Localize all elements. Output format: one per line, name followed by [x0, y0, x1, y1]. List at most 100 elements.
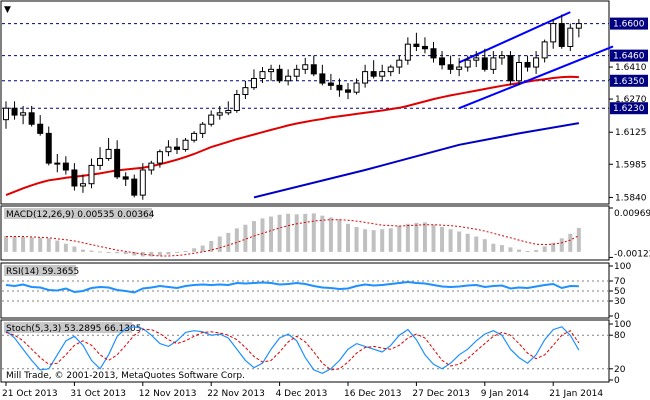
- macd-bar: [465, 233, 470, 252]
- rsi-tick-label: 0: [614, 312, 620, 322]
- candle-body: [464, 59, 471, 68]
- candle-body: [319, 73, 326, 84]
- macd-bar: [422, 222, 427, 252]
- macd-bar: [192, 248, 197, 252]
- watermark: Mill Trade, © 2001-2013, MetaQuotes Soft…: [6, 371, 245, 381]
- candle-body: [490, 57, 497, 70]
- rsi-tick-label: 30: [614, 297, 626, 307]
- candle-body: [71, 169, 78, 187]
- symbol-arrow-icon: ▼: [4, 5, 11, 15]
- candle-body: [208, 114, 215, 125]
- macd-bar: [397, 225, 402, 252]
- date-tick-label: 4 Dec 2013: [276, 389, 328, 399]
- candle-body: [148, 162, 155, 171]
- candle-body: [456, 66, 463, 70]
- stoch-panel[interactable]: Stoch(5,3,3) 53.2895 66.1305 Mill Trade,…: [0, 319, 610, 383]
- stoch-tick-label: 0: [614, 376, 620, 386]
- candle-body: [131, 178, 138, 196]
- candle-body: [370, 71, 377, 77]
- macd-bar: [106, 251, 111, 253]
- macd-axis: 0.00969 -0.00122: [609, 207, 650, 259]
- candle-body: [250, 77, 257, 89]
- candle-body: [191, 132, 198, 141]
- macd-bar: [568, 233, 573, 252]
- candle-body: [362, 71, 369, 84]
- price-level-label-bg: [610, 49, 648, 62]
- candle-body: [421, 45, 428, 50]
- macd-bar: [320, 215, 325, 252]
- candle-body: [524, 61, 531, 68]
- macd-bar: [140, 251, 145, 257]
- price-axis: 1.63551.64101.62701.61251.59851.58401.66…: [609, 17, 648, 203]
- macd-bar: [29, 237, 34, 252]
- candle-body: [481, 57, 488, 70]
- macd-panel[interactable]: MACD(12,26,9) 0.00535 0.00364: [0, 205, 610, 261]
- macd-bar: [269, 216, 274, 252]
- candle-body: [79, 183, 86, 187]
- price-level-label-bg: [610, 74, 648, 87]
- macd-bar: [243, 224, 248, 252]
- rsi-title-bg: [4, 265, 76, 276]
- candle-body: [28, 112, 35, 125]
- macd-bar: [38, 237, 43, 252]
- candle-body: [498, 55, 505, 59]
- macd-bar: [354, 226, 359, 252]
- macd-bar: [337, 219, 342, 252]
- stoch-signal-path: [5, 329, 580, 371]
- macd-bar: [517, 249, 521, 252]
- price-tick-label: 1.6410: [615, 63, 647, 73]
- candle-body: [225, 110, 232, 114]
- candle-body: [507, 55, 514, 82]
- ma-fast-line: [5, 75, 579, 197]
- channel-upper-line: [458, 11, 571, 64]
- price-tick-label: 1.5840: [615, 193, 647, 203]
- price-panel-frame: [0, 0, 610, 205]
- date-tick-label: 9 Jan 2014: [481, 389, 529, 399]
- macd-bar: [388, 228, 393, 252]
- macd-histogram: [4, 213, 581, 257]
- candle-body: [165, 146, 172, 153]
- candle-body: [345, 89, 351, 93]
- rsi-panel[interactable]: RSI(14) 59.3655: [0, 262, 610, 319]
- macd-bar: [286, 213, 291, 252]
- stoch-tick-label: 80: [614, 331, 626, 341]
- candle-body: [199, 123, 206, 134]
- price-tick-label: 1.5985: [615, 160, 647, 170]
- candle-body: [541, 41, 548, 59]
- macd-bar: [157, 251, 162, 256]
- stoch-tick-label: 20: [614, 365, 626, 375]
- macd-signal-path: [6, 219, 580, 257]
- stoch-panel-frame: [0, 319, 610, 383]
- macd-bar: [226, 232, 231, 252]
- macd-title: MACD(12,26,9) 0.00535 0.00364: [6, 210, 155, 220]
- candle-body: [45, 132, 52, 164]
- stoch-main-path: [5, 326, 580, 374]
- macd-tick-label: -0.00122: [614, 249, 650, 259]
- candle-body: [54, 162, 61, 165]
- macd-bar: [46, 238, 51, 252]
- date-tick-label: 21 Jan 2014: [549, 389, 603, 399]
- price-panel[interactable]: ▼: [0, 0, 614, 205]
- candle-body: [439, 57, 446, 66]
- macd-bar: [474, 236, 479, 252]
- macd-bar: [311, 213, 316, 252]
- macd-bar: [328, 217, 333, 252]
- rsi-path: [5, 280, 579, 294]
- macd-bar: [346, 223, 350, 252]
- candle-body: [404, 43, 411, 61]
- price-level-label: 1.6350: [613, 77, 645, 87]
- macd-bar: [115, 251, 120, 254]
- macd-panel-frame: [0, 205, 610, 261]
- macd-bar: [457, 231, 462, 252]
- price-level-label: 1.6230: [613, 104, 645, 114]
- macd-bar: [499, 245, 504, 252]
- date-tick-label: 31 Oct 2013: [70, 389, 126, 399]
- candle-body: [259, 71, 266, 79]
- macd-bar: [534, 250, 539, 252]
- candle-body: [11, 107, 18, 116]
- macd-bar: [482, 239, 487, 252]
- price-level-label: 1.6460: [613, 52, 645, 62]
- macd-bar: [405, 223, 410, 252]
- macd-bar: [234, 228, 239, 252]
